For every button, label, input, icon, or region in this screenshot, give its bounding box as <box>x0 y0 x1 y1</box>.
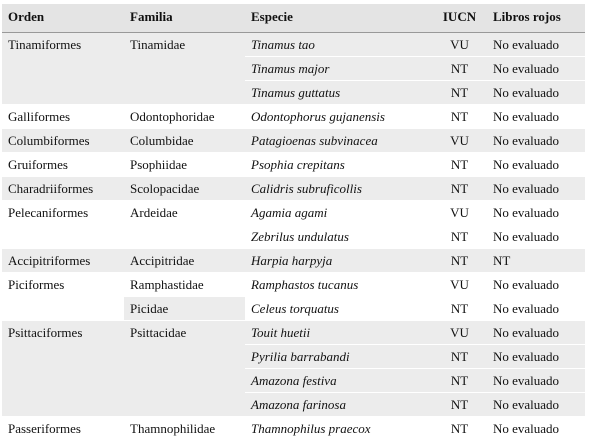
column-header: Orden <box>2 4 124 33</box>
table-row: Amazona festiva NT No evaluado <box>2 368 585 393</box>
table-row: Piciformes Ramphastidae Ramphastos tucanus… <box>2 272 585 321</box>
libros-cell: No evaluado <box>487 272 585 297</box>
orden-cell: Accipitriformes <box>2 248 124 273</box>
iucn-cell: NT <box>432 152 487 177</box>
orden-cell: Galliformes <box>2 104 124 129</box>
table-row: Charadriiformes Scolopacidae Calidris subr… <box>2 176 585 201</box>
iucn-cell: NT <box>432 296 487 321</box>
iucn-cell: VU <box>432 200 487 225</box>
especie-cell: Ramphastos tucanus <box>245 272 432 297</box>
table-row: Pyrilia barrabandi NT No evaluado <box>2 344 585 369</box>
column-header: Libros rojos <box>487 4 585 33</box>
libros-cell: No evaluado <box>487 128 585 153</box>
table-row: Zebrilus undulatus NT No evaluado <box>2 224 585 249</box>
libros-cell: NT <box>487 248 585 273</box>
table-row: Gruiformes Psophiidae Psophia crepitans NT N… <box>2 152 585 177</box>
libros-cell: No evaluado <box>487 176 585 201</box>
especie-cell: Patagioenas subvinacea <box>245 128 432 153</box>
especie-cell: Agamia agami <box>245 200 432 225</box>
especie-cell: Harpia harpyja <box>245 248 432 273</box>
familia-cell: Thamnophilidae <box>124 416 245 441</box>
orden-cell: Pelecaniformes <box>2 200 124 249</box>
column-header: Familia <box>124 4 245 33</box>
especie-cell: Tinamus tao <box>245 32 432 57</box>
familia-cell: Picidae <box>124 296 245 321</box>
familia-cell: Scolopacidae <box>124 176 245 201</box>
especie-cell: Zebrilus undulatus <box>245 224 432 249</box>
libros-cell: No evaluado <box>487 32 585 57</box>
libros-cell: No evaluado <box>487 344 585 369</box>
table-row: Columbiformes Columbidae Patagioenas subvi… <box>2 128 585 153</box>
table-row: Amazona farinosa NT No evaluado <box>2 392 585 417</box>
table-row: Psittaciformes Psittacidae Touit huetii VU N… <box>2 320 585 417</box>
iucn-cell: VU <box>432 32 487 57</box>
libros-cell: No evaluado <box>487 416 585 441</box>
iucn-cell: NT <box>432 80 487 105</box>
orden-cell: Gruiformes <box>2 152 124 177</box>
libros-cell: No evaluado <box>487 200 585 225</box>
orden-cell: Psittaciformes <box>2 320 124 417</box>
table-row: Accipitriformes Accipitridae Harpia harpyj… <box>2 248 585 273</box>
species-table: Orden Familia Especie IUCN Libros rojos Tina… <box>2 4 585 441</box>
libros-cell: No evaluado <box>487 224 585 249</box>
familia-cell: Odontophoridae <box>124 104 245 129</box>
table-row: Picidae Celeus torquatus NT No evaluado <box>2 296 585 321</box>
table-row: Tinamus guttatus NT No evaluado <box>2 80 585 105</box>
especie-cell: Thamnophilus praecox <box>245 416 432 441</box>
table-body: Tinamiformes Tinamidae Tinamus tao VU No eva… <box>2 32 585 441</box>
libros-cell: No evaluado <box>487 320 585 345</box>
orden-cell: Piciformes <box>2 272 124 321</box>
orden-cell: Columbiformes <box>2 128 124 153</box>
column-header: Especie <box>245 4 432 33</box>
iucn-cell: VU <box>432 272 487 297</box>
iucn-cell: NT <box>432 224 487 249</box>
especie-cell: Calidris subruficollis <box>245 176 432 201</box>
table-row: Tinamiformes Tinamidae Tinamus tao VU No eva… <box>2 32 585 105</box>
orden-cell: Tinamiformes <box>2 32 124 105</box>
header-row: Orden Familia Especie IUCN Libros rojos <box>2 4 585 33</box>
especie-cell: Amazona festiva <box>245 368 432 393</box>
table-row: Pelecaniformes Ardeidae Agamia agami VU No e… <box>2 200 585 249</box>
libros-cell: No evaluado <box>487 80 585 105</box>
orden-cell: Charadriiformes <box>2 176 124 201</box>
especie-cell: Pyrilia barrabandi <box>245 344 432 369</box>
iucn-cell: NT <box>432 176 487 201</box>
iucn-cell: VU <box>432 320 487 345</box>
libros-cell: No evaluado <box>487 296 585 321</box>
especie-cell: Tinamus guttatus <box>245 80 432 105</box>
libros-cell: No evaluado <box>487 392 585 417</box>
especie-cell: Amazona farinosa <box>245 392 432 417</box>
libros-cell: No evaluado <box>487 104 585 129</box>
familia-cell: Ramphastidae <box>124 272 245 297</box>
familia-cell: Psittacidae <box>124 320 245 417</box>
iucn-cell: VU <box>432 128 487 153</box>
familia-cell: Columbidae <box>124 128 245 153</box>
familia-cell: Accipitridae <box>124 248 245 273</box>
page: Orden Familia Especie IUCN Libros rojos Tina… <box>2 4 585 441</box>
column-header: IUCN <box>432 4 487 33</box>
especie-cell: Psophia crepitans <box>245 152 432 177</box>
especie-cell: Tinamus major <box>245 56 432 81</box>
iucn-cell: NT <box>432 368 487 393</box>
especie-cell: Touit huetii <box>245 320 432 345</box>
iucn-cell: NT <box>432 248 487 273</box>
orden-cell: Passeriformes <box>2 416 124 441</box>
iucn-cell: NT <box>432 56 487 81</box>
familia-cell: Tinamidae <box>124 32 245 105</box>
libros-cell: No evaluado <box>487 152 585 177</box>
iucn-cell: NT <box>432 416 487 441</box>
libros-cell: No evaluado <box>487 368 585 393</box>
familia-cell: Psophiidae <box>124 152 245 177</box>
especie-cell: Celeus torquatus <box>245 296 432 321</box>
iucn-cell: NT <box>432 104 487 129</box>
table-row: Tinamus major NT No evaluado <box>2 56 585 81</box>
table-row: Galliformes Odontophoridae Odontophorus gu… <box>2 104 585 129</box>
iucn-cell: NT <box>432 392 487 417</box>
familia-cell: Ardeidae <box>124 200 245 249</box>
especie-cell: Odontophorus gujanensis <box>245 104 432 129</box>
iucn-cell: NT <box>432 344 487 369</box>
table-row: Passeriformes Thamnophilidae Thamnophilus … <box>2 416 585 441</box>
libros-cell: No evaluado <box>487 56 585 81</box>
